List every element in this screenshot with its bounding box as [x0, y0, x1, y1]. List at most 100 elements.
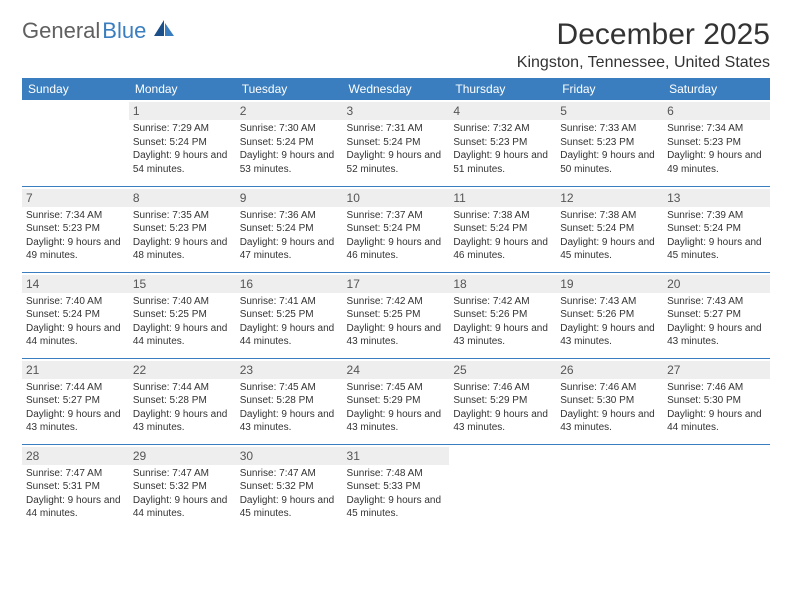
calendar-cell: 12 Sunrise: 7:38 AM Sunset: 5:24 PM Dayli… [556, 186, 663, 272]
calendar-week-row: 21 Sunrise: 7:44 AM Sunset: 5:27 PM Dayli… [22, 358, 770, 444]
day-details: Sunrise: 7:39 AM Sunset: 5:24 PM Dayligh… [667, 209, 766, 263]
day-header-row: Sunday Monday Tuesday Wednesday Thursday… [22, 78, 770, 100]
calendar-cell: 26 Sunrise: 7:46 AM Sunset: 5:30 PM Dayli… [556, 358, 663, 444]
day-details: Sunrise: 7:42 AM Sunset: 5:26 PM Dayligh… [453, 295, 552, 349]
day-number: 19 [556, 275, 663, 293]
day-number: 21 [22, 361, 129, 379]
day-number: 7 [22, 189, 129, 207]
calendar-cell: 15 Sunrise: 7:40 AM Sunset: 5:25 PM Dayli… [129, 272, 236, 358]
day-number: 14 [22, 275, 129, 293]
day-number: 29 [129, 447, 236, 465]
logo-text-general: General [22, 18, 100, 44]
calendar-cell: 6Sunrise: 7:34 AM Sunset: 5:23 PM Daylig… [663, 100, 770, 186]
day-header: Tuesday [236, 78, 343, 100]
day-number: 16 [236, 275, 343, 293]
calendar-table: Sunday Monday Tuesday Wednesday Thursday… [22, 78, 770, 530]
day-details: Sunrise: 7:45 AM Sunset: 5:29 PM Dayligh… [347, 381, 446, 435]
day-details: Sunrise: 7:41 AM Sunset: 5:25 PM Dayligh… [240, 295, 339, 349]
day-number: 26 [556, 361, 663, 379]
day-details: Sunrise: 7:47 AM Sunset: 5:32 PM Dayligh… [133, 467, 232, 521]
calendar-cell: 3 Sunrise: 7:31 AM Sunset: 5:24 PM Daylig… [343, 100, 450, 186]
calendar-cell: 10 Sunrise: 7:37 AM Sunset: 5:24 PM Dayli… [343, 186, 450, 272]
day-details: Sunrise: 7:48 AM Sunset: 5:33 PM Dayligh… [347, 467, 446, 521]
calendar-cell: 31 Sunrise: 7:48 AM Sunset: 5:33 PM Dayli… [343, 444, 450, 530]
calendar-cell [663, 444, 770, 530]
calendar-cell: 28 Sunrise: 7:47 AM Sunset: 5:31 PM Dayli… [22, 444, 129, 530]
day-number: 13 [663, 189, 770, 207]
page-header: GeneralBlue December 2025 Kingston, Tenn… [22, 18, 770, 72]
calendar-week-row: 14 Sunrise: 7:40 AM Sunset: 5:24 PM Dayli… [22, 272, 770, 358]
day-number: 10 [343, 189, 450, 207]
calendar-cell: 22Sunrise: 7:44 AM Sunset: 5:28 PM Dayli… [129, 358, 236, 444]
day-number: 31 [343, 447, 450, 465]
calendar-cell: 14 Sunrise: 7:40 AM Sunset: 5:24 PM Dayli… [22, 272, 129, 358]
day-details: Sunrise: 7:32 AM Sunset: 5:23 PM Dayligh… [453, 122, 552, 176]
day-details: Sunrise: 7:45 AM Sunset: 5:28 PM Dayligh… [240, 381, 339, 435]
day-number: 2 [236, 102, 343, 120]
calendar-cell: 1 Sunrise: 7:29 AM Sunset: 5:24 PM Daylig… [129, 100, 236, 186]
day-header: Wednesday [343, 78, 450, 100]
day-number: 24 [343, 361, 450, 379]
day-details: Sunrise: 7:43 AM Sunset: 5:27 PM Dayligh… [667, 295, 766, 349]
day-header: Saturday [663, 78, 770, 100]
day-header: Sunday [22, 78, 129, 100]
day-details: Sunrise: 7:30 AM Sunset: 5:24 PM Dayligh… [240, 122, 339, 176]
calendar-cell: 29 Sunrise: 7:47 AM Sunset: 5:32 PM Dayli… [129, 444, 236, 530]
calendar-cell: 25Sunrise: 7:46 AM Sunset: 5:29 PM Dayli… [449, 358, 556, 444]
calendar-cell [556, 444, 663, 530]
day-details: Sunrise: 7:42 AM Sunset: 5:25 PM Dayligh… [347, 295, 446, 349]
sail-icon [152, 18, 176, 44]
calendar-cell: 24 Sunrise: 7:45 AM Sunset: 5:29 PM Dayli… [343, 358, 450, 444]
day-number: 3 [343, 102, 450, 120]
calendar-cell: 8Sunrise: 7:35 AM Sunset: 5:23 PM Daylig… [129, 186, 236, 272]
day-details: Sunrise: 7:36 AM Sunset: 5:24 PM Dayligh… [240, 209, 339, 263]
day-number: 18 [449, 275, 556, 293]
day-details: Sunrise: 7:38 AM Sunset: 5:24 PM Dayligh… [560, 209, 659, 263]
day-number: 12 [556, 189, 663, 207]
day-number: 27 [663, 361, 770, 379]
day-header: Monday [129, 78, 236, 100]
day-number: 28 [22, 447, 129, 465]
day-number: 20 [663, 275, 770, 293]
calendar-cell: 2 Sunrise: 7:30 AM Sunset: 5:24 PM Daylig… [236, 100, 343, 186]
calendar-week-row: 7Sunrise: 7:34 AM Sunset: 5:23 PM Daylig… [22, 186, 770, 272]
title-block: December 2025 Kingston, Tennessee, Unite… [517, 18, 770, 72]
day-header: Friday [556, 78, 663, 100]
calendar-cell: 13 Sunrise: 7:39 AM Sunset: 5:24 PM Dayli… [663, 186, 770, 272]
day-number: 1 [129, 102, 236, 120]
calendar-cell: 23 Sunrise: 7:45 AM Sunset: 5:28 PM Dayli… [236, 358, 343, 444]
calendar-cell: 27Sunrise: 7:46 AM Sunset: 5:30 PM Dayli… [663, 358, 770, 444]
day-details: Sunrise: 7:33 AM Sunset: 5:23 PM Dayligh… [560, 122, 659, 176]
calendar-cell: 11Sunrise: 7:38 AM Sunset: 5:24 PM Dayli… [449, 186, 556, 272]
calendar-cell [449, 444, 556, 530]
day-details: Sunrise: 7:47 AM Sunset: 5:31 PM Dayligh… [26, 467, 125, 521]
day-details: Sunrise: 7:31 AM Sunset: 5:24 PM Dayligh… [347, 122, 446, 176]
calendar-cell: 5 Sunrise: 7:33 AM Sunset: 5:23 PM Daylig… [556, 100, 663, 186]
day-details: Sunrise: 7:29 AM Sunset: 5:24 PM Dayligh… [133, 122, 232, 176]
day-details: Sunrise: 7:44 AM Sunset: 5:27 PM Dayligh… [26, 381, 125, 435]
calendar-cell: 30Sunrise: 7:47 AM Sunset: 5:32 PM Dayli… [236, 444, 343, 530]
day-details: Sunrise: 7:35 AM Sunset: 5:23 PM Dayligh… [133, 209, 232, 263]
day-number: 9 [236, 189, 343, 207]
calendar-week-row: 28 Sunrise: 7:47 AM Sunset: 5:31 PM Dayli… [22, 444, 770, 530]
logo: GeneralBlue [22, 18, 176, 44]
day-details: Sunrise: 7:40 AM Sunset: 5:25 PM Dayligh… [133, 295, 232, 349]
day-number: 17 [343, 275, 450, 293]
day-number: 22 [129, 361, 236, 379]
calendar-cell: 21 Sunrise: 7:44 AM Sunset: 5:27 PM Dayli… [22, 358, 129, 444]
day-number: 5 [556, 102, 663, 120]
day-number: 30 [236, 447, 343, 465]
day-number: 4 [449, 102, 556, 120]
day-number: 15 [129, 275, 236, 293]
calendar-cell: 9 Sunrise: 7:36 AM Sunset: 5:24 PM Daylig… [236, 186, 343, 272]
calendar-cell [22, 100, 129, 186]
day-details: Sunrise: 7:46 AM Sunset: 5:30 PM Dayligh… [560, 381, 659, 435]
logo-text-blue: Blue [102, 18, 146, 44]
calendar-cell: 4 Sunrise: 7:32 AM Sunset: 5:23 PM Daylig… [449, 100, 556, 186]
day-details: Sunrise: 7:40 AM Sunset: 5:24 PM Dayligh… [26, 295, 125, 349]
location-subtitle: Kingston, Tennessee, United States [517, 54, 770, 72]
calendar-cell: 18 Sunrise: 7:42 AM Sunset: 5:26 PM Dayli… [449, 272, 556, 358]
day-number: 6 [663, 102, 770, 120]
day-number: 23 [236, 361, 343, 379]
day-details: Sunrise: 7:37 AM Sunset: 5:24 PM Dayligh… [347, 209, 446, 263]
